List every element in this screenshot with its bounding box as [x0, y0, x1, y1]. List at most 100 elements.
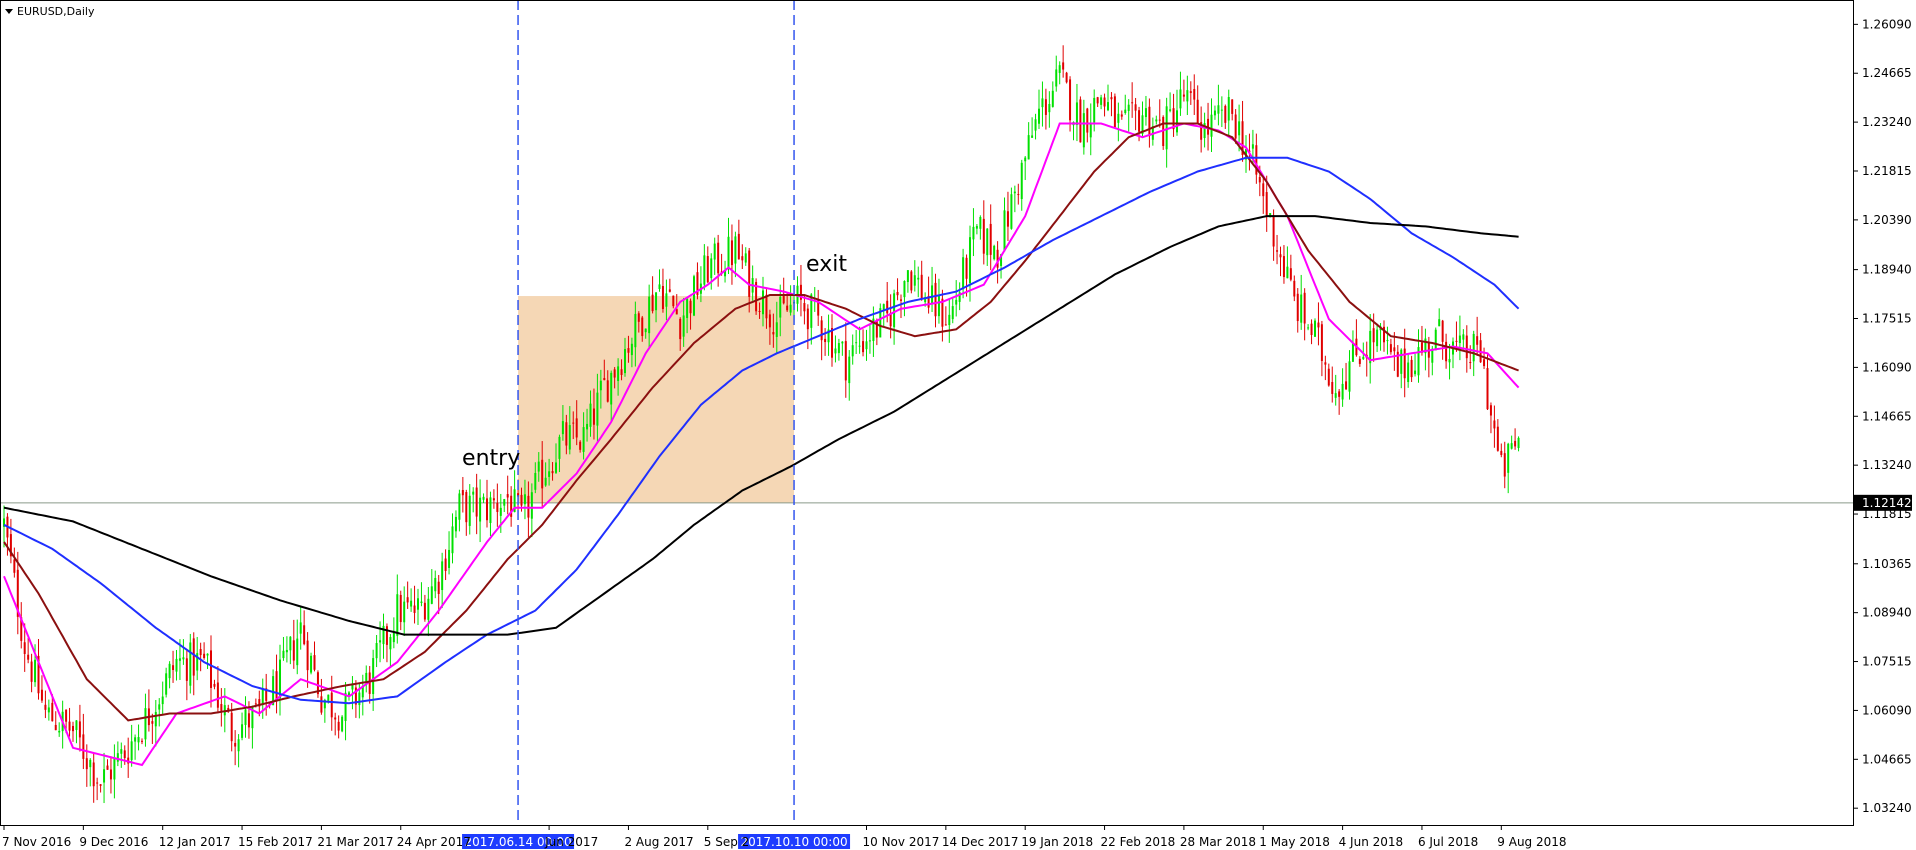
- candle-body: [561, 421, 564, 435]
- candle-body: [496, 502, 499, 512]
- candle-body: [316, 672, 319, 695]
- candle-body: [1282, 256, 1285, 278]
- candle-body: [230, 712, 233, 742]
- candle-body: [1031, 135, 1034, 138]
- candle-body: [617, 366, 620, 382]
- candle-body: [1075, 102, 1078, 125]
- candle-body: [358, 692, 361, 706]
- candle-body: [610, 372, 613, 405]
- candle-body: [627, 348, 630, 353]
- candle-body: [934, 282, 937, 317]
- candle-body: [1324, 362, 1327, 365]
- candle-body: [1034, 119, 1037, 131]
- candle-body: [710, 258, 713, 279]
- candle-body: [937, 294, 940, 317]
- exit-date-badge: [738, 834, 851, 849]
- exit-date-badge-text: 2017.10.10 00:00: [740, 835, 847, 849]
- candle-body: [582, 427, 585, 452]
- candle-body: [492, 498, 495, 501]
- candle-body: [285, 649, 288, 653]
- candle-body: [1013, 191, 1016, 194]
- candle-body: [1141, 115, 1144, 134]
- candle-body: [1514, 440, 1517, 447]
- candle-body: [92, 762, 95, 787]
- candle-body: [803, 303, 806, 312]
- candle-body: [254, 703, 257, 705]
- candle-body: [817, 299, 820, 316]
- candle-body: [1420, 342, 1423, 353]
- candle-body: [1179, 89, 1182, 109]
- candle-body: [1372, 328, 1375, 343]
- candle-body: [1041, 98, 1044, 108]
- candle-body: [354, 687, 357, 705]
- candle-body: [517, 493, 520, 497]
- candle-body: [913, 275, 916, 286]
- candle-body: [810, 294, 813, 328]
- candle-body: [868, 340, 871, 342]
- candle-body: [996, 249, 999, 268]
- candle-body: [906, 270, 909, 283]
- candle-body: [116, 753, 119, 762]
- candle-body: [637, 313, 640, 322]
- candle-body: [799, 284, 802, 300]
- candle-body: [1293, 280, 1296, 297]
- candle-body: [1017, 194, 1020, 196]
- candle-body: [789, 304, 792, 313]
- candle-body: [448, 549, 451, 568]
- candle-body: [758, 310, 761, 312]
- candle-body: [47, 707, 50, 713]
- candle-body: [137, 737, 140, 743]
- candle-body: [330, 692, 333, 718]
- candle-body: [1134, 104, 1137, 111]
- candle-body: [1213, 110, 1216, 116]
- candle-body: [1289, 268, 1292, 280]
- candle-body: [1062, 62, 1065, 70]
- candle-body: [1383, 326, 1385, 343]
- candle-body: [265, 688, 268, 701]
- candle-body: [969, 237, 971, 284]
- candle-body: [472, 491, 475, 495]
- candle-body: [1303, 292, 1306, 324]
- candle-body: [27, 654, 30, 660]
- candle-body: [889, 312, 892, 327]
- candle-body: [786, 305, 789, 311]
- candle-body: [520, 494, 523, 506]
- candle-body: [16, 569, 19, 617]
- candle-body: [851, 345, 854, 357]
- y-tick-label: 1.24665: [1862, 66, 1912, 80]
- candle-body: [437, 581, 440, 594]
- symbol-menu-triangle-icon[interactable]: [5, 9, 13, 14]
- candle-body: [392, 632, 395, 643]
- candle-body: [382, 625, 385, 645]
- candle-body: [1006, 211, 1009, 227]
- candle-body: [989, 223, 992, 255]
- candle-body: [154, 711, 157, 727]
- candle-body: [848, 356, 851, 384]
- candle-body: [406, 597, 409, 603]
- candle-body: [451, 526, 454, 554]
- candle-body: [296, 638, 299, 666]
- x-tick-label: 2 Aug 2017: [624, 835, 693, 849]
- candle-body: [1472, 333, 1475, 362]
- candle-body: [1262, 183, 1265, 197]
- candle-body: [693, 276, 695, 316]
- candle-body: [272, 676, 275, 706]
- candle-body: [323, 699, 326, 709]
- current-price-badge: [1854, 494, 1912, 511]
- candle-body: [775, 322, 778, 337]
- candle-body: [244, 709, 247, 725]
- candle-body: [1410, 359, 1413, 378]
- candle-body: [1234, 114, 1237, 139]
- candle-body: [1158, 119, 1161, 121]
- candle-body: [703, 255, 706, 285]
- candle-body: [89, 759, 92, 768]
- candle-body: [1079, 99, 1082, 143]
- x-tick-label: 6 Jul 2018: [1418, 835, 1478, 849]
- candle-body: [3, 518, 5, 527]
- moving-averages: [3, 122, 1520, 767]
- candle-body: [106, 765, 109, 770]
- candle-body: [686, 298, 689, 319]
- candle-body: [399, 594, 402, 623]
- candle-body: [109, 769, 112, 780]
